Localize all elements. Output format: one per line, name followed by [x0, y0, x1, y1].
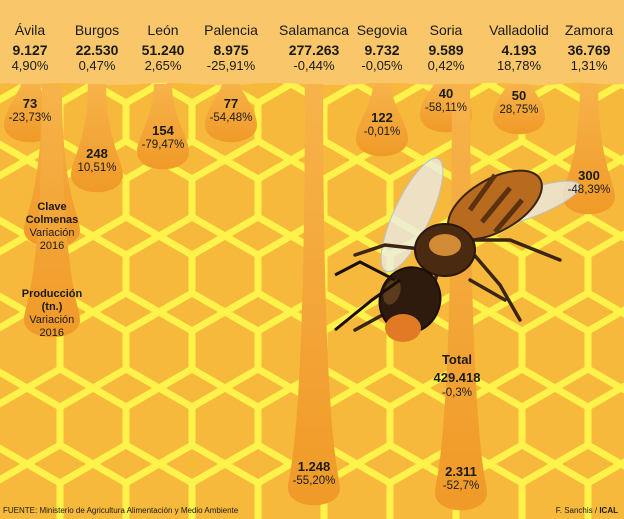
total-hives-variation: -0,3%: [441, 387, 473, 399]
production-variation: -48,39%: [567, 184, 611, 196]
honey-drip-7: [493, 83, 545, 135]
province-name: Segovia: [356, 22, 408, 38]
production-variation: 10,51%: [77, 162, 117, 174]
total-label: Total: [441, 352, 473, 367]
credit-author: F. Sanchis /: [555, 506, 600, 515]
legend-hives: Clave Colmenas Variación 2016: [22, 201, 82, 253]
hives-value: 8.975: [213, 42, 249, 58]
province-name: Valladolid: [489, 22, 549, 38]
hives-value: 4.193: [501, 42, 537, 58]
hives-value: 277.263: [288, 42, 340, 58]
province-name: Soria: [429, 22, 463, 38]
production-value: 300: [578, 168, 600, 183]
hornet-illustration: [334, 157, 581, 342]
honey-drip-2: [137, 84, 189, 170]
legend-hives-title: Clave: [37, 201, 67, 213]
hives-variation: -0,05%: [361, 58, 403, 73]
hives-variation: 1,31%: [570, 58, 608, 73]
production-value: 122: [371, 110, 393, 125]
hives-value: 9.589: [428, 42, 464, 58]
hives-value: 22.530: [75, 42, 119, 58]
production-variation: -58,11%: [425, 102, 467, 114]
hives-variation: 18,78%: [496, 58, 542, 73]
legend-production: Producción (tn.) Variación 2016: [22, 288, 83, 340]
hives-value: 36.769: [567, 42, 611, 58]
production-value: 50: [511, 88, 527, 103]
credit-agency: ICAL: [599, 506, 618, 515]
hives-value: 51.240: [141, 42, 185, 58]
hives-variation: -25,91%: [206, 58, 256, 73]
hives-variation: -0,44%: [293, 58, 335, 73]
legend-production-unit: (tn.): [41, 301, 63, 313]
production-value: 77: [223, 96, 239, 111]
production-variation: -79,47%: [141, 139, 185, 151]
total-production-variation: -52,7%: [442, 480, 480, 492]
legend-hives-variation: Variación 2016: [29, 227, 75, 252]
honey-drip-4: [288, 84, 340, 506]
honey-drip-3: [205, 84, 257, 143]
legend-drip-production: [24, 84, 80, 338]
production-variation: -23,73%: [8, 112, 52, 124]
honey-drips: [4, 83, 615, 511]
province-name: Palencia: [204, 22, 258, 38]
province-name: Salamanca: [278, 22, 350, 38]
production-value: 40: [438, 86, 454, 101]
production-variation: -0,01%: [363, 126, 401, 138]
credit: F. Sanchis / ICAL: [556, 506, 618, 515]
production-value: 154: [152, 123, 174, 138]
province-name: Ávila: [14, 22, 46, 38]
total-production: 2.311: [445, 464, 477, 479]
source-note: FUENTE: Ministerio de Agricultura Alimen…: [3, 506, 239, 515]
hives-value: 9.127: [12, 42, 48, 58]
production-variation: -54,48%: [209, 112, 253, 124]
hives-variation: 4,90%: [11, 58, 49, 73]
production-variation: 28,75%: [499, 104, 539, 116]
honey-drip-1: [71, 84, 123, 193]
hives-value: 9.732: [364, 42, 400, 58]
honey-drip-total: [435, 84, 487, 511]
honey-drip-5: [356, 84, 408, 157]
total-hives: 429.418: [433, 370, 481, 385]
production-value: 248: [86, 146, 108, 161]
province-name: Zamora: [564, 22, 614, 38]
production-variation: -55,20%: [292, 475, 336, 487]
legend-production-variation: Variación 2016: [29, 314, 75, 339]
production-value: 1.248: [297, 459, 331, 474]
production-value: 73: [22, 96, 38, 111]
hives-variation: 0,47%: [78, 58, 116, 73]
legend-production-title: Producción: [21, 288, 83, 300]
province-name: León: [147, 22, 179, 38]
legend-hives-name: Colmenas: [25, 214, 79, 226]
hives-variation: 0,42%: [427, 58, 465, 73]
honey-header: [0, 0, 624, 86]
province-name: Burgos: [74, 22, 120, 38]
hives-variation: 2,65%: [144, 58, 182, 73]
